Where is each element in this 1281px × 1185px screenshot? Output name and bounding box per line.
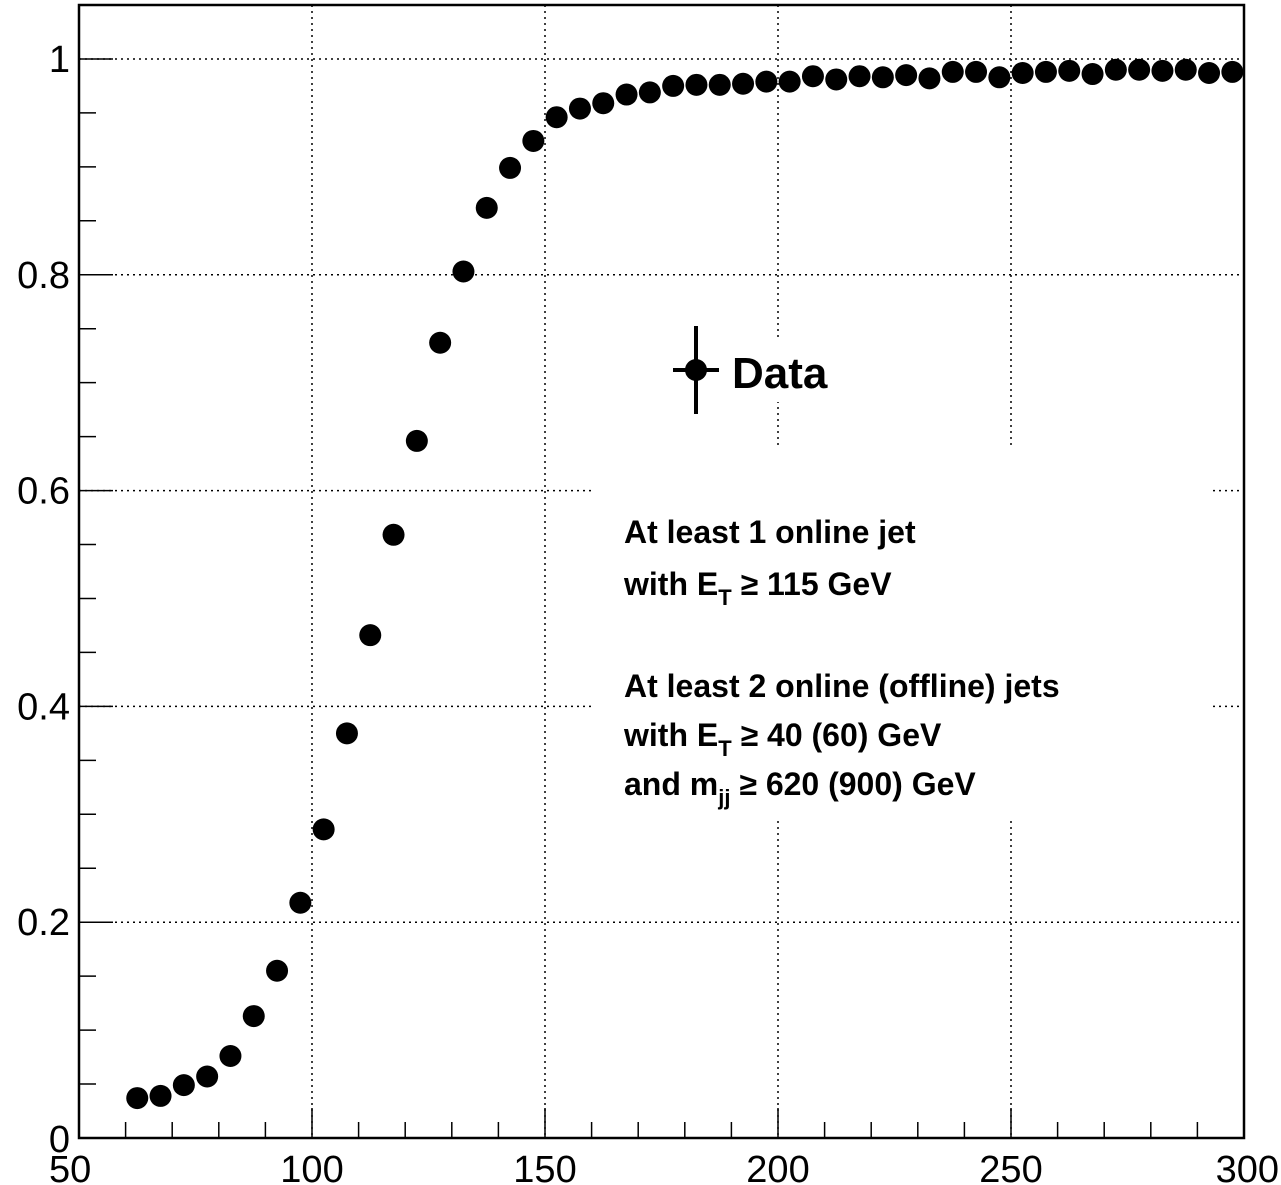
annotation-line-2: with ET ≥ 115 GeV	[623, 566, 892, 610]
data-point	[918, 67, 941, 90]
annotation-line-4-post: ≥ 40 (60) GeV	[732, 717, 942, 753]
data-point	[755, 70, 778, 93]
data-point	[266, 959, 289, 982]
data-point	[732, 72, 755, 95]
data-point	[242, 1005, 265, 1028]
y-tick-label: 0.4	[17, 686, 70, 728]
data-point	[429, 331, 452, 354]
data-point	[1128, 58, 1151, 81]
annotation-line-4: with ET ≥ 40 (60) GeV	[623, 717, 942, 761]
data-point	[708, 73, 731, 96]
annotation-line-5-pre: and m	[624, 766, 718, 802]
data-point	[592, 92, 615, 115]
data-point	[941, 60, 964, 83]
annotation-line-5: and mjj ≥ 620 (900) GeV	[624, 766, 976, 810]
annotation-line-1: At least 1 online jet	[624, 514, 916, 550]
data-point	[289, 891, 312, 914]
plot-frame	[77, 3, 1246, 1140]
annotation-line-2-post: ≥ 115 GeV	[732, 566, 893, 602]
data-point	[312, 818, 335, 841]
data-point	[871, 66, 894, 89]
data-points	[126, 58, 1244, 1110]
data-point	[848, 65, 871, 88]
data-point	[1151, 59, 1174, 82]
data-point	[988, 66, 1011, 89]
data-point	[522, 129, 545, 152]
data-point	[965, 60, 988, 83]
x-tick-label: 300	[1216, 1149, 1279, 1185]
annotation-line-3: At least 2 online (offline) jets	[624, 668, 1060, 704]
data-point	[172, 1074, 195, 1097]
legend-text-bg	[726, 340, 856, 402]
data-point	[545, 106, 568, 129]
data-point	[778, 70, 801, 93]
data-point	[359, 624, 382, 647]
data-point	[1174, 58, 1197, 81]
annotation-line-4-sub: T	[718, 736, 732, 761]
annotation-line-4-pre: with E	[623, 717, 718, 753]
legend-marker	[685, 359, 707, 381]
data-point	[1081, 63, 1104, 86]
data-point	[126, 1087, 149, 1110]
data-point	[475, 196, 498, 219]
tick-labels: 50 100 150 200 250 300 0 0.2 0.4 0.6 0.8 1	[17, 39, 1279, 1185]
x-tick-label: 50	[49, 1149, 91, 1185]
data-point	[825, 68, 848, 91]
legend: Data	[673, 326, 856, 414]
data-point	[219, 1044, 242, 1067]
x-tick-label: 250	[979, 1149, 1042, 1185]
data-point	[335, 722, 358, 745]
annotation-line-5-post: ≥ 620 (900) GeV	[730, 766, 976, 802]
data-point	[801, 65, 824, 88]
annotation-line-2-sub: T	[718, 585, 732, 610]
legend-label: Data	[732, 349, 828, 398]
data-point	[452, 260, 475, 283]
data-point	[568, 97, 591, 120]
data-point	[662, 74, 685, 97]
annotation-background	[592, 448, 1212, 820]
data-point	[638, 81, 661, 104]
annotation-block: At least 1 online jet with ET ≥ 115 GeV …	[592, 448, 1212, 820]
annotation-line-5-sub: jj	[717, 785, 730, 810]
data-point	[1104, 58, 1127, 81]
data-point	[895, 64, 918, 87]
data-point	[1011, 61, 1034, 84]
data-point	[1058, 59, 1081, 82]
y-tick-label: 0.2	[17, 902, 70, 944]
data-point	[405, 429, 428, 452]
data-point	[685, 73, 708, 96]
data-point	[1034, 60, 1057, 83]
y-tick-label: 0.6	[17, 471, 70, 513]
y-tick-label: 0	[49, 1119, 70, 1161]
annotation-line-2-pre: with E	[623, 566, 718, 602]
data-point	[615, 83, 638, 106]
data-point	[196, 1065, 219, 1088]
x-tick-label: 200	[746, 1149, 809, 1185]
data-point	[1198, 61, 1221, 84]
data-point	[382, 523, 405, 546]
y-tick-label: 1	[49, 39, 70, 81]
y-tick-label: 0.8	[17, 255, 70, 297]
data-point	[499, 156, 522, 179]
x-tick-label: 100	[280, 1149, 343, 1185]
data-point	[1221, 60, 1244, 83]
x-tick-label: 150	[513, 1149, 576, 1185]
data-point	[149, 1084, 172, 1107]
